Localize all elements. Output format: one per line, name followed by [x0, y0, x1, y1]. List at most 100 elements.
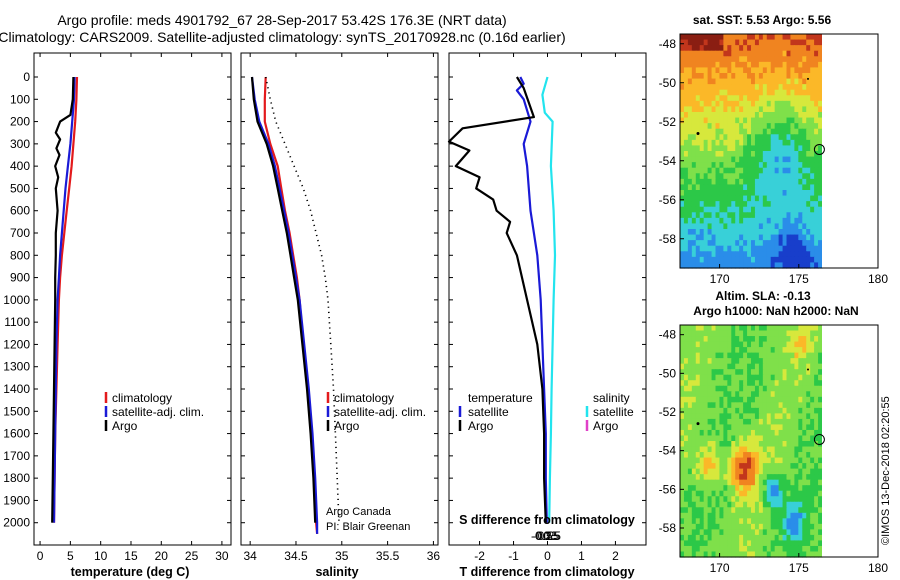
map-cell [699, 457, 705, 464]
profile-location-marker [813, 143, 825, 155]
map-cell [723, 178, 728, 186]
x-tick-label: 0 [37, 549, 44, 563]
map-cell [719, 39, 724, 46]
map-cell [703, 95, 709, 102]
map-cell [739, 529, 744, 536]
map-cell [786, 518, 792, 525]
map-cell [747, 178, 752, 186]
map-cell [802, 256, 807, 264]
map-cell [782, 352, 788, 359]
map-cell [699, 468, 705, 475]
map-cell [727, 123, 732, 130]
map-cell [723, 67, 728, 74]
map-cell [695, 262, 701, 269]
map-cell [770, 496, 776, 503]
map-cell [735, 84, 740, 91]
map-cell [747, 490, 752, 497]
map-cell [786, 363, 792, 370]
map-cell [691, 229, 697, 236]
map-cell [790, 217, 795, 225]
map-cell [683, 178, 689, 186]
map-cell [818, 84, 823, 91]
map-cell [762, 73, 768, 80]
map-cell [782, 341, 788, 348]
map-cell [680, 325, 685, 332]
map-cell [703, 100, 709, 108]
map-cell [810, 446, 815, 453]
map-cell [751, 128, 756, 135]
map-cell [719, 518, 724, 525]
map-cell [727, 325, 732, 332]
map-cell [699, 251, 705, 258]
map-cell [786, 512, 792, 519]
map-cell [711, 195, 717, 202]
map-cell [747, 173, 752, 180]
map-cell [735, 363, 740, 370]
map-cell [683, 173, 689, 180]
map-cell [786, 173, 792, 180]
map-cell [794, 413, 799, 420]
map-cell [739, 128, 744, 135]
map-cell [778, 474, 784, 481]
map-cell [719, 501, 724, 508]
map-cell [782, 234, 788, 241]
map-cell [754, 435, 760, 442]
map-cell [680, 385, 685, 392]
map-cell [703, 380, 709, 387]
map-cell [723, 325, 728, 332]
map-cell [770, 73, 776, 80]
map-cell [711, 341, 717, 348]
map-cell [719, 347, 724, 354]
map-cell [743, 128, 748, 135]
map-cell [727, 385, 732, 392]
map-cell [687, 374, 693, 381]
map-cell [774, 424, 780, 431]
map-cell [762, 540, 768, 547]
map-cell [790, 84, 795, 91]
map-cell [818, 518, 823, 525]
map-cell [727, 474, 732, 481]
map-cell [731, 468, 736, 475]
map-cell [790, 369, 795, 376]
map-cell [695, 117, 701, 124]
map-cell [683, 402, 689, 409]
map-cell [770, 424, 776, 431]
map-cell [782, 330, 788, 337]
map-cell [774, 128, 780, 135]
map-cell [699, 184, 705, 191]
map-cell [802, 391, 807, 398]
map-cell [774, 347, 780, 354]
map-cell [758, 67, 764, 74]
map-cell [818, 173, 823, 180]
map-cell [786, 507, 792, 514]
map-cell [735, 413, 740, 420]
map-cell [766, 518, 772, 525]
map-cell [680, 206, 685, 213]
map-cell [735, 490, 740, 497]
map-cell [699, 330, 705, 337]
map-cell [798, 34, 803, 41]
map-cell [751, 402, 756, 409]
map-cell [790, 429, 795, 437]
map-cell [766, 479, 772, 486]
map-cell [778, 463, 784, 470]
map-cell [735, 512, 740, 519]
map-cell [703, 178, 709, 186]
map-cell [719, 234, 724, 241]
map-cell [770, 507, 776, 514]
map-cell [707, 34, 713, 41]
map-cell [798, 50, 803, 57]
map-cell [680, 523, 685, 530]
map-cell [754, 474, 760, 481]
map-cell [727, 34, 732, 41]
map-cell [747, 374, 752, 381]
map-cell [711, 229, 717, 236]
map-cell [695, 78, 701, 85]
map-cell [731, 89, 736, 96]
map-cell [699, 139, 705, 147]
map-cell [711, 256, 717, 264]
map-cell [687, 457, 693, 464]
map-cell [782, 501, 788, 508]
map-cell [782, 223, 788, 230]
map-cell [723, 100, 728, 108]
